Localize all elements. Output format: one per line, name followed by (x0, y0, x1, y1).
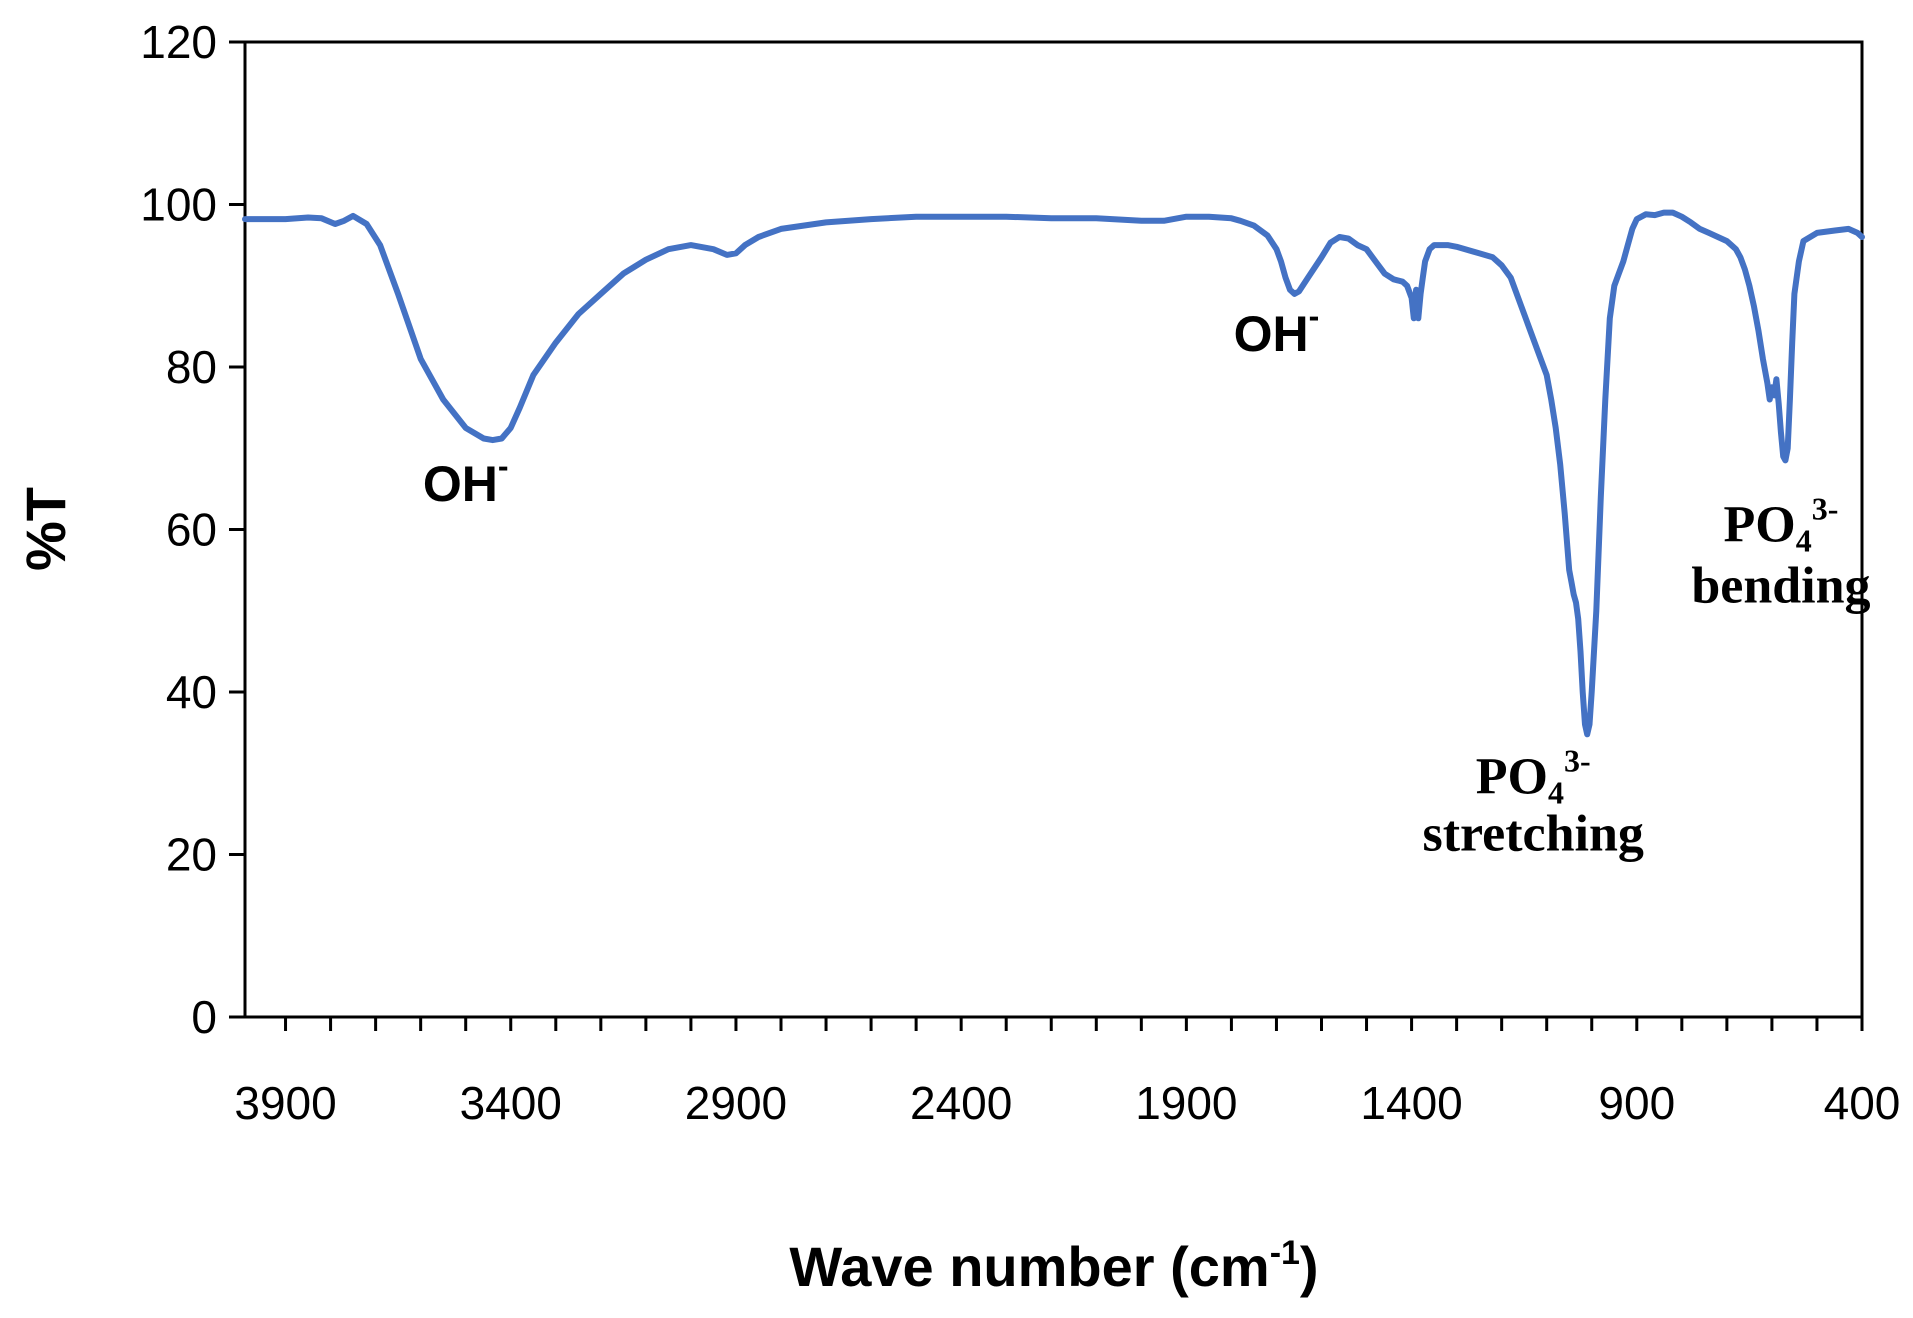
annotation-oh-1640: OH- (1234, 298, 1320, 362)
x-tick-label-2400: 2400 (910, 1077, 1012, 1129)
annotation-po4-stretching-label: stretching (1422, 805, 1643, 862)
y-axis: 0 20 40 60 80 100 120 (140, 16, 245, 1043)
x-axis-title: Wave number (cm-1) (789, 1234, 1318, 1298)
y-tick-label-40: 40 (166, 666, 217, 718)
x-axis-title-sup: -1 (1270, 1234, 1300, 1272)
x-tick-label-3400: 3400 (460, 1077, 562, 1129)
x-axis: 3900 3400 2900 2400 1900 1400 900 400 (234, 1017, 1900, 1129)
y-tick-label-80: 80 (166, 341, 217, 393)
x-tick-label-1400: 1400 (1360, 1077, 1462, 1129)
y-axis-title: %T (14, 487, 77, 571)
plot-area (243, 40, 1864, 1019)
y-tick-label-0: 0 (191, 991, 217, 1043)
x-tick-label-3900: 3900 (234, 1077, 336, 1129)
y-tick-label-60: 60 (166, 504, 217, 556)
annotation-po4-bending: PO43- (1723, 491, 1838, 559)
annotation-po4-stretching: PO43- (1476, 743, 1591, 811)
spectrum-line (242, 209, 1865, 738)
x-axis-title-close: ) (1300, 1235, 1319, 1298)
x-tick-label-900: 900 (1598, 1077, 1675, 1129)
x-tick-label-400: 400 (1824, 1077, 1901, 1129)
x-tick-label-2900: 2900 (685, 1077, 787, 1129)
x-axis-title-text: Wave number (cm (789, 1235, 1269, 1298)
annotation-po4-bending-label: bending (1691, 558, 1870, 615)
y-tick-label-100: 100 (140, 179, 217, 231)
annotation-oh-3430: OH- (423, 448, 509, 512)
y-tick-label-20: 20 (166, 829, 217, 881)
y-tick-label-120: 120 (140, 16, 217, 68)
x-tick-label-1900: 1900 (1135, 1077, 1237, 1129)
